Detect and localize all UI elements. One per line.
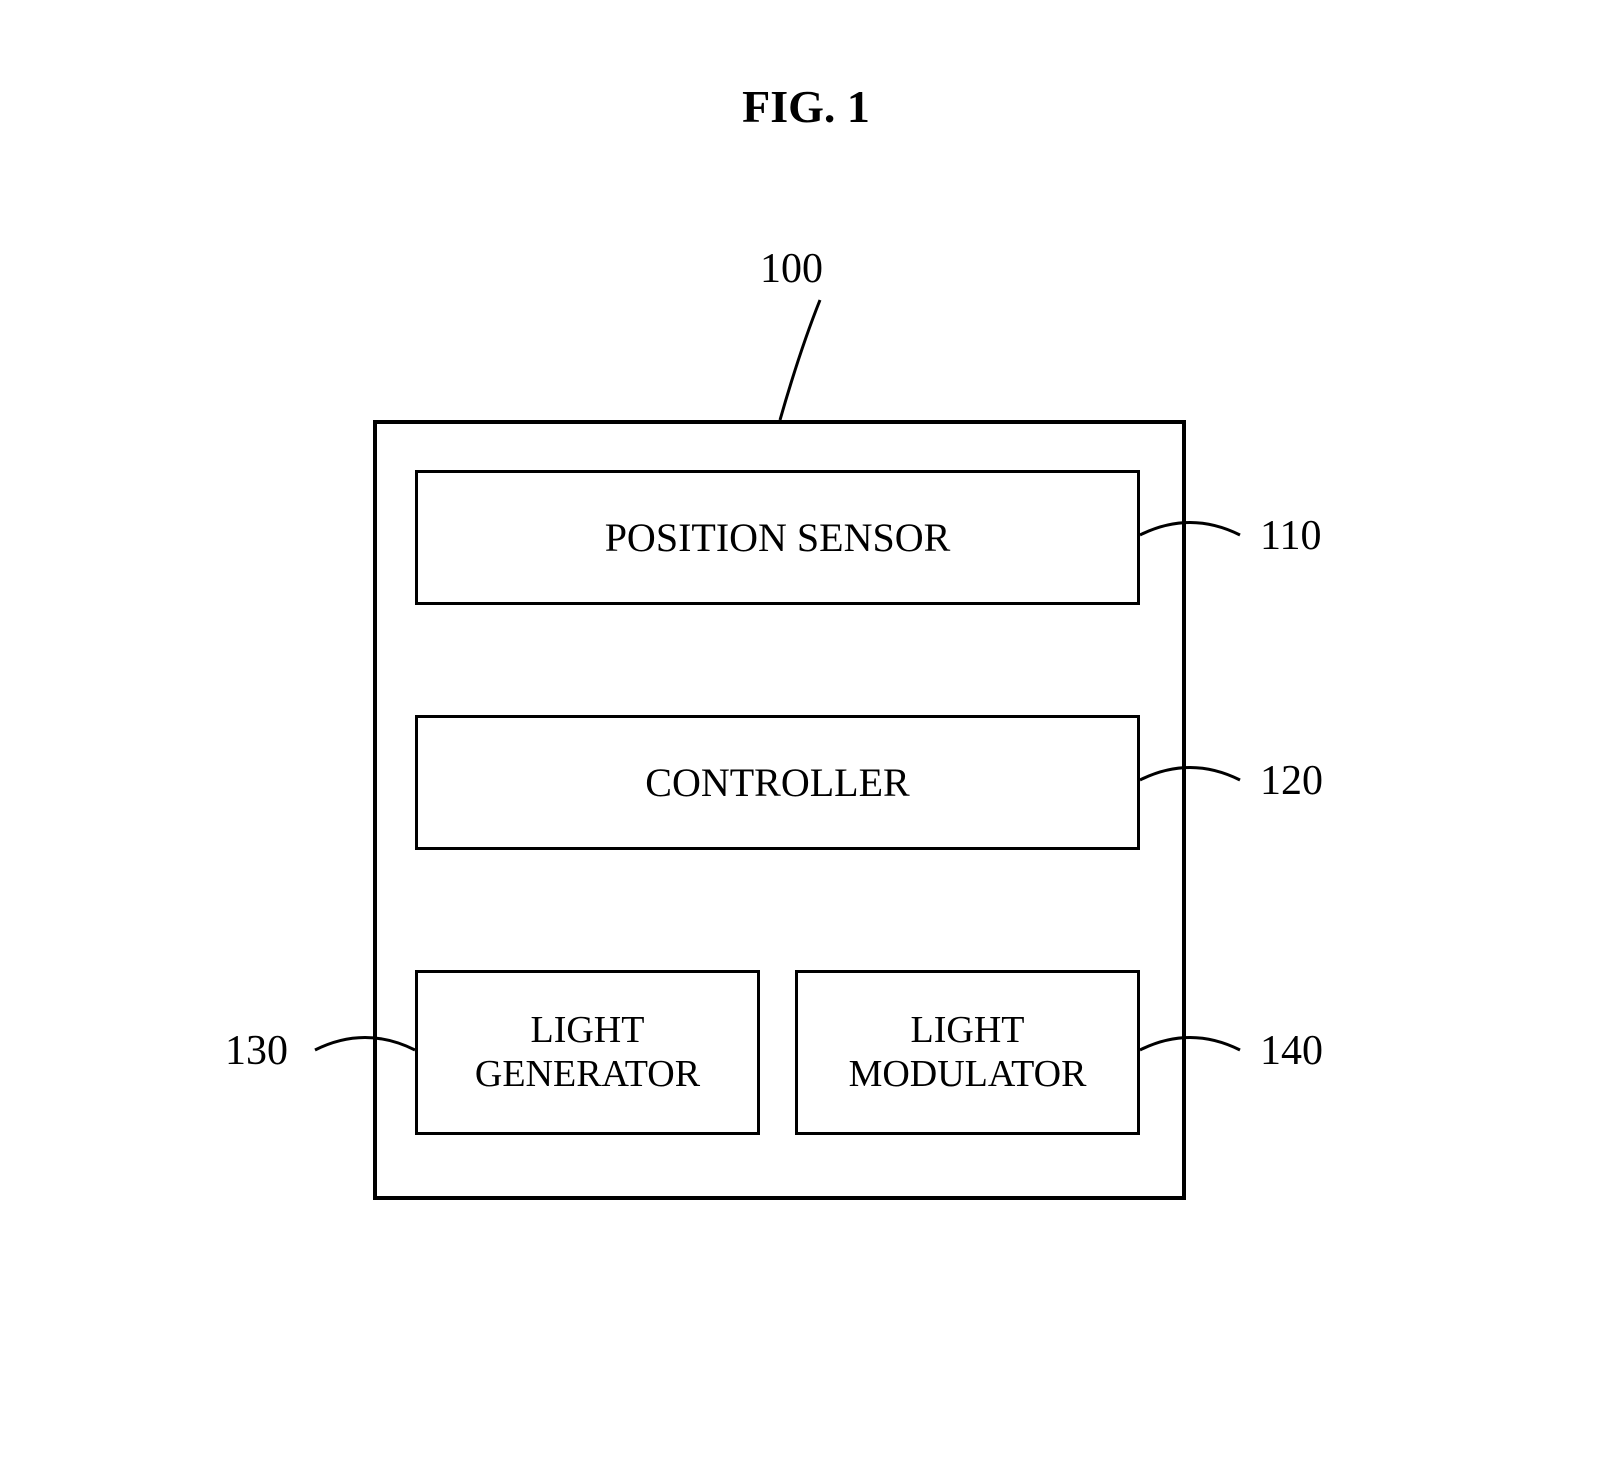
leader-light-modulator (0, 0, 1612, 1461)
